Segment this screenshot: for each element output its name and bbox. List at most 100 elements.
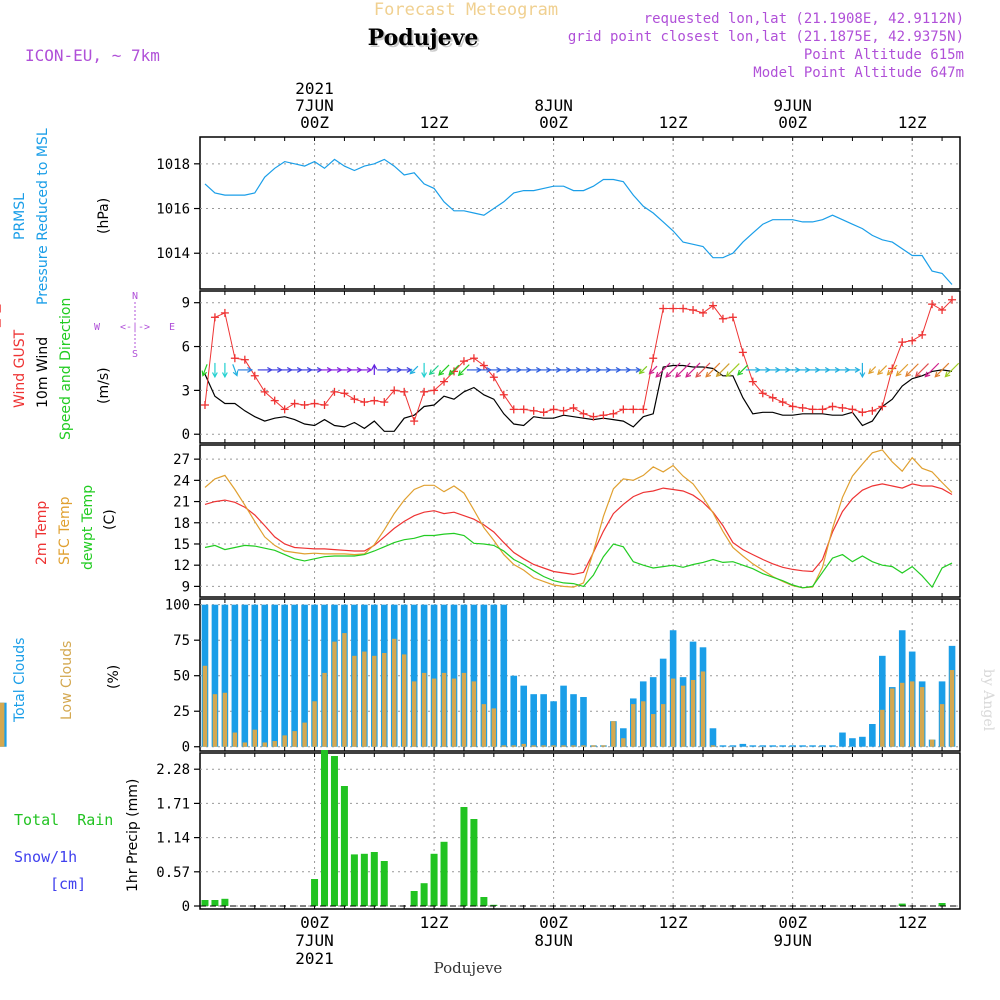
pressure-label-1: PRMSL: [12, 193, 28, 240]
low-cloud-bar: [621, 738, 626, 747]
total-cloud-bar: [500, 604, 508, 747]
wind-unit: (m/s): [96, 367, 112, 404]
total-cloud-bar: [520, 685, 528, 747]
total-cloud-bar: [879, 655, 886, 747]
low-cloud-bar: [581, 745, 586, 747]
y-tick-label: 100: [165, 598, 190, 614]
gust-marker: [320, 401, 329, 409]
rain-bar: [430, 853, 438, 906]
bottom-axis-label: 00Z: [778, 913, 807, 932]
low-cloud-bar: [939, 704, 945, 747]
wind-arrow-head: [914, 371, 921, 378]
wind-arrow-shaft: [675, 362, 691, 378]
wind-arrow-shaft: [905, 363, 919, 377]
gust-marker: [260, 387, 269, 396]
wind-arrow-head: [409, 368, 416, 375]
wind-direction-arrow: [924, 362, 940, 378]
wind-compass-rose: N S W E <-|->: [94, 291, 175, 360]
wind-arrow-shaft: [438, 364, 450, 376]
wind-arrow-head: [715, 371, 722, 378]
location-title-shadow: Podujeve: [370, 27, 481, 53]
panel-wind: 0 3 6 9: [0, 290, 961, 444]
wind-arrow-head: [944, 371, 951, 378]
credit-watermark: by Angel: [980, 669, 996, 732]
bottom-axis-label: 8JUN: [534, 931, 573, 950]
wind-arrow-head: [924, 371, 931, 378]
model-point-altitude: Model Point Altitude 647m: [753, 65, 964, 81]
gust-marker: [469, 354, 478, 363]
wind-arrow-shaft: [915, 363, 929, 377]
top-axis-label: 00Z: [778, 113, 807, 132]
top-axis-label: 8JUN: [534, 96, 573, 115]
gust-marker: [440, 377, 449, 386]
wind-arrow-head: [665, 372, 672, 378]
gust-marker: [360, 398, 369, 407]
gust-marker: [380, 398, 389, 407]
gust-marker: [718, 314, 727, 323]
low-cloud-bar: [880, 709, 885, 747]
rain-bar: [410, 891, 418, 906]
total-cloud-bar: [869, 724, 876, 747]
gust-marker: [639, 405, 648, 414]
total-cloud-bar: [620, 728, 627, 747]
rain-bar: [350, 854, 358, 906]
low-cloud-bar: [302, 722, 307, 747]
wind-direction-arrow: [675, 362, 691, 378]
y-tick-label: 15: [173, 537, 190, 553]
low-cloud-bar: [401, 654, 407, 747]
compass-n: N: [132, 291, 138, 302]
gust-marker: [499, 390, 508, 399]
y-tick-label: 0.57: [156, 865, 190, 881]
wind-direction-arrow: [448, 364, 460, 376]
panel-frame: [199, 290, 961, 444]
gust-marker: [459, 357, 468, 366]
low-cloud-bar: [352, 655, 357, 747]
series-line-prmsl: [204, 158, 953, 285]
total-cloud-bar: [550, 701, 557, 747]
low-cloud-bar: [929, 739, 935, 747]
y-tick-label: 1014: [156, 246, 190, 262]
wind-arrow-head: [886, 369, 893, 376]
wind-arrow-head: [457, 370, 464, 377]
low-cloud-bar: [411, 681, 417, 747]
gust-marker: [400, 387, 409, 396]
wind-direction-arrow: [211, 362, 218, 379]
gust-marker: [280, 405, 289, 414]
wind-arrow-shaft: [934, 362, 950, 378]
gust-marker: [240, 355, 249, 364]
gust-marker: [350, 395, 359, 404]
wind-arrow-head: [705, 371, 712, 378]
wind-direction-arrow: [685, 362, 701, 378]
panel-frame: [199, 136, 961, 290]
wind-direction-arrow: [877, 365, 888, 376]
total-cloud-bar: [311, 604, 318, 747]
wind-direction-arrow: [409, 365, 419, 375]
low-cloud-bar: [511, 745, 516, 747]
panel-frame: [199, 752, 961, 910]
cloud-unit: (%): [106, 665, 122, 689]
gust-marker: [609, 409, 618, 418]
gust-marker: [778, 398, 787, 407]
temp-label-3: dewpt Temp: [80, 485, 96, 570]
wind-direction-arrow: [845, 366, 861, 373]
low-cloud-bar: [601, 745, 606, 747]
wind-direction-arrow: [638, 365, 648, 375]
total-cloud-bar: [649, 677, 657, 747]
gust-marker: [230, 354, 239, 363]
panel-frame: [199, 444, 961, 598]
wind-arrow-shaft: [655, 362, 671, 378]
top-axis-label: 2021: [295, 79, 334, 98]
wind-arrow-shaft: [716, 363, 730, 377]
gust-marker: [898, 338, 907, 347]
gust-marker: [489, 373, 498, 382]
y-tick-label: 1.71: [156, 796, 190, 812]
low-cloud-bar: [421, 672, 427, 747]
low-cloud-bar: [342, 633, 347, 747]
rain-bar: [420, 883, 428, 906]
y-tick-label: 27: [173, 452, 190, 468]
total-cloud-bar: [470, 604, 478, 747]
total-cloud-bar: [789, 745, 796, 747]
